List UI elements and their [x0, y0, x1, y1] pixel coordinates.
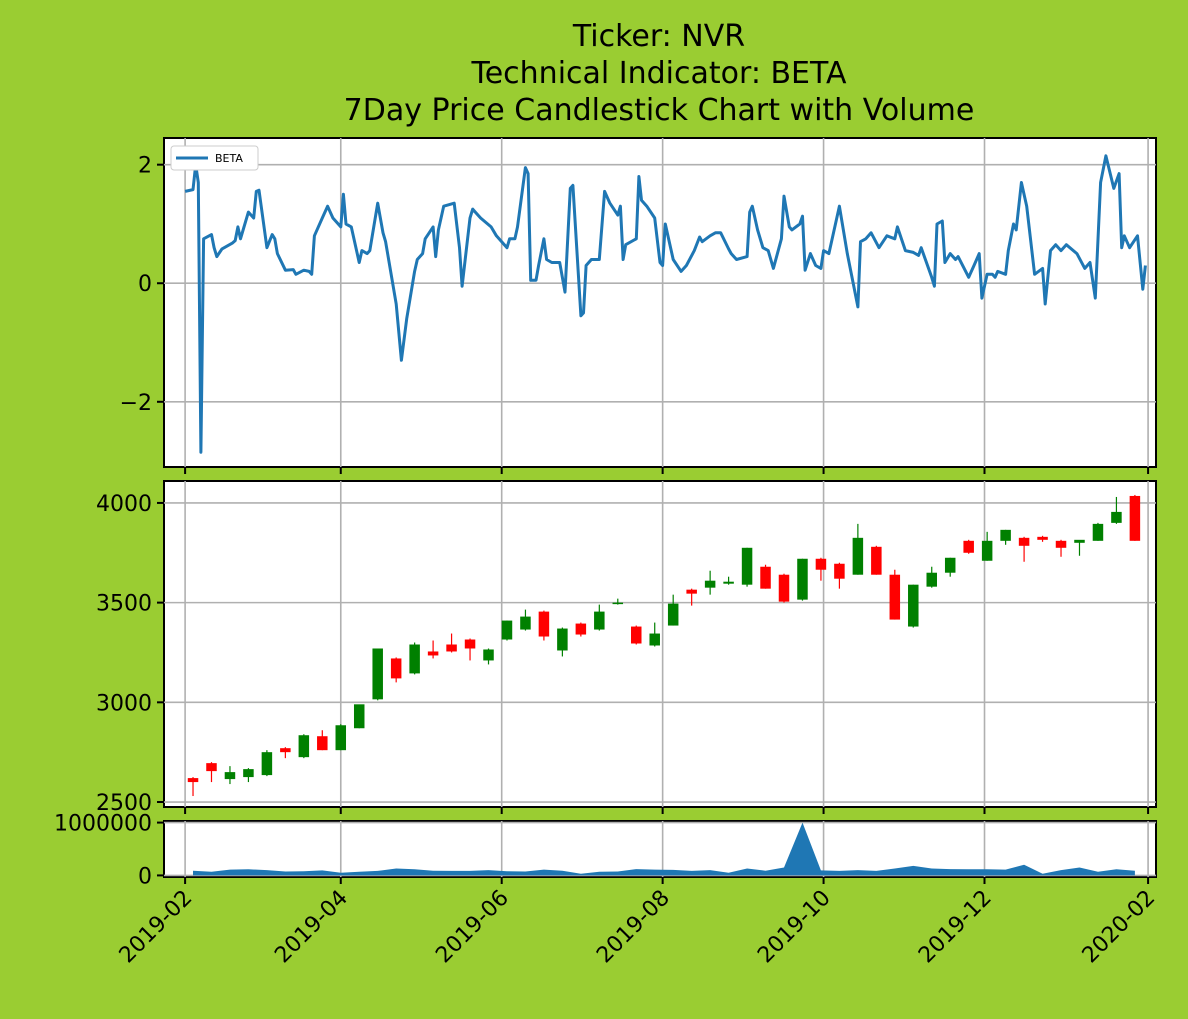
candle-body-22: [594, 611, 605, 630]
price-panel-frame: [163, 480, 1157, 808]
price-panel: 4000 3500 3000 2500: [96, 480, 1157, 816]
candle-body-43: [981, 540, 993, 561]
candle-body-11: [390, 658, 402, 679]
beta-ytick-label-2: −2: [120, 391, 152, 416]
candle-body-39: [908, 584, 919, 627]
candle-body-10: [372, 648, 383, 700]
candle-body-30: [741, 547, 753, 585]
candle-body-9: [353, 704, 365, 729]
candle-body-35: [834, 563, 845, 579]
title-line-1: Ticker: NVR: [572, 19, 745, 54]
candle-body-14: [446, 644, 457, 652]
beta-panel: 2 0 −2 BETA: [120, 137, 1157, 474]
candle-body-12: [409, 644, 420, 674]
candle-body-1: [206, 763, 217, 772]
volume-ytick-label-0: 1000000: [54, 812, 152, 837]
candle-body-32: [778, 574, 790, 602]
candle-body-6: [298, 735, 310, 758]
candle-body-4: [261, 752, 273, 776]
beta-ytick-label-1: 0: [138, 272, 152, 297]
candle-body-24: [631, 626, 642, 644]
beta-x-tickmarks: [184, 467, 1150, 474]
candle-body-49: [1092, 523, 1104, 541]
candle-body-3: [243, 769, 254, 778]
legend-box: [170, 145, 259, 171]
candlestick-series: [187, 494, 1141, 797]
candle-body-41: [944, 557, 956, 573]
candle-body-33: [797, 558, 808, 600]
beta-grid: [164, 138, 1156, 467]
candle-body-18: [520, 616, 531, 630]
volume-y-axis: 1000000 0: [54, 812, 164, 889]
beta-line-series: [184, 154, 1147, 454]
candle-body-25: [649, 633, 660, 646]
candle-body-21: [575, 623, 587, 635]
candle-body-19: [538, 611, 550, 637]
chart-title: Ticker: NVR Technical Indicator: BETA 7D…: [344, 19, 975, 128]
candle-body-37: [871, 546, 882, 575]
title-line-3: 7Day Price Candlestick Chart with Volume: [344, 93, 975, 128]
price-ytick-label-0: 4000: [96, 492, 152, 517]
price-grid: [164, 481, 1156, 807]
candle-body-47: [1055, 540, 1067, 548]
price-ytick-label-2: 3000: [96, 691, 152, 716]
price-ytick-label-3: 2500: [96, 791, 152, 816]
volume-ytick-label-1: 0: [138, 864, 152, 889]
candle-body-51: [1129, 495, 1141, 541]
legend-label-beta: BETA: [215, 152, 243, 165]
candle-body-42: [963, 540, 974, 553]
title-line-2: Technical Indicator: BETA: [470, 56, 847, 91]
candle-body-48: [1074, 539, 1085, 543]
candle-body-46: [1037, 536, 1048, 540]
beta-y-axis: 2 0 −2: [120, 154, 164, 416]
candle-body-0: [187, 778, 199, 783]
candle-body-34: [815, 558, 827, 570]
candle-body-2: [224, 772, 236, 780]
candle-body-27: [686, 589, 697, 594]
candle-body-38: [889, 574, 901, 620]
candle-body-26: [667, 603, 679, 626]
price-x-tickmarks: [184, 807, 1150, 814]
candle-body-44: [1000, 529, 1011, 541]
candle-body-13: [427, 651, 439, 656]
volume-grid: [164, 821, 1156, 877]
price-ytick-label-1: 3500: [96, 592, 152, 617]
candle-body-29: [723, 581, 734, 584]
beta-legend: BETA: [170, 145, 259, 171]
beta-ytick-label-0: 2: [138, 154, 152, 179]
candle-body-31: [760, 566, 771, 589]
price-y-axis: 4000 3500 3000 2500: [96, 492, 164, 816]
candle-body-36: [852, 537, 864, 575]
beta-panel-frame: [163, 137, 1157, 468]
candle-body-15: [464, 639, 476, 649]
candle-body-5: [280, 748, 291, 753]
candle-body-8: [335, 725, 347, 751]
candle-body-28: [704, 580, 716, 588]
candle-body-23: [612, 602, 624, 605]
candle-body-50: [1111, 511, 1122, 523]
candle-body-17: [501, 620, 513, 640]
candle-body-45: [1018, 537, 1030, 546]
candle-body-16: [483, 649, 494, 661]
candle-body-20: [557, 628, 568, 651]
candle-body-7: [317, 736, 328, 751]
volume-panel-frame: [163, 820, 1157, 878]
candle-body-40: [926, 572, 937, 587]
